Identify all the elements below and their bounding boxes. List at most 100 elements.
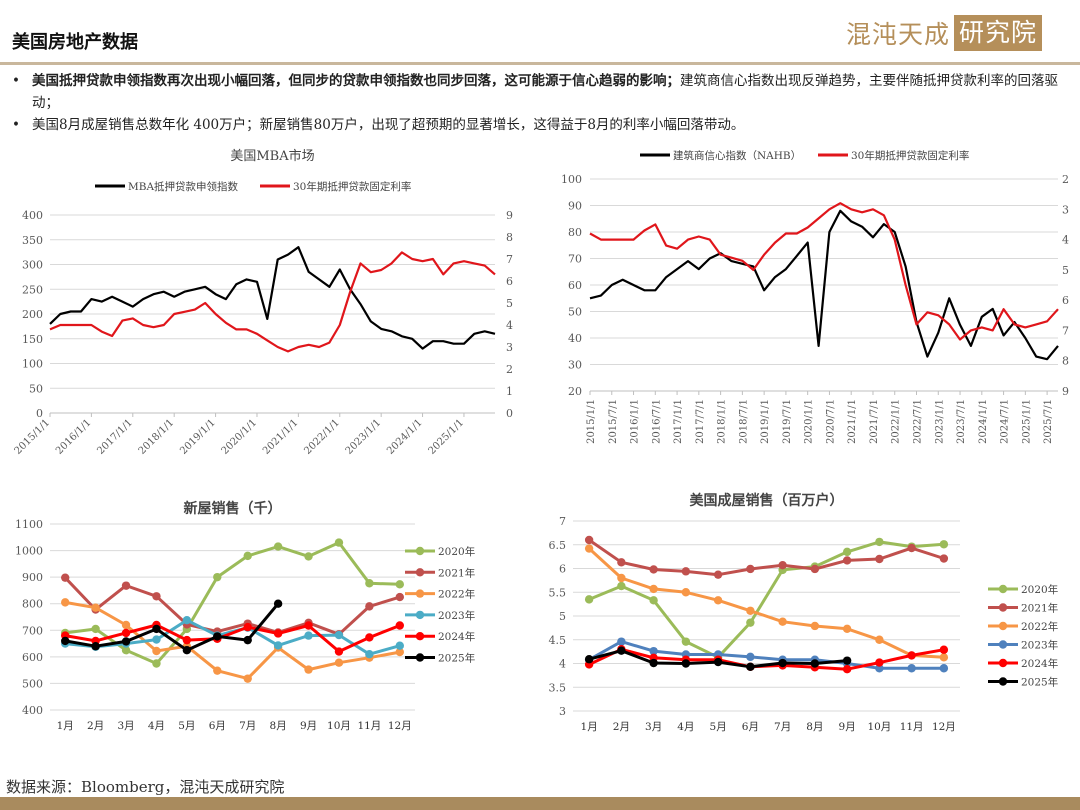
y-tick-label: 900 bbox=[22, 571, 43, 584]
y2-tick-label: 8 bbox=[506, 231, 513, 244]
data-point bbox=[365, 650, 374, 659]
legend-marker bbox=[998, 640, 1008, 649]
legend-label: 2021年 bbox=[438, 566, 475, 579]
legend-label: 2020年 bbox=[438, 545, 475, 558]
data-point bbox=[61, 573, 70, 582]
y2-tick-label: 7 bbox=[506, 253, 513, 266]
y-tick-label: 6 bbox=[559, 563, 566, 576]
data-point bbox=[91, 642, 100, 651]
legend-marker bbox=[415, 568, 425, 577]
data-point bbox=[875, 554, 884, 564]
x-tick-label: 12月 bbox=[932, 721, 956, 733]
data-point bbox=[617, 558, 626, 567]
y2-tick-label: 2 bbox=[506, 363, 513, 376]
bullet-normal-text: 美国8月成屋销售总数年化 400万户；新屋销售80万户，出现了超预期的显著增长，… bbox=[32, 117, 745, 133]
x-tick-label: 2021/1/1 bbox=[847, 399, 858, 444]
data-point bbox=[778, 617, 787, 626]
data-point bbox=[395, 580, 404, 589]
data-point bbox=[273, 641, 283, 650]
data-point bbox=[617, 637, 626, 646]
data-point bbox=[907, 651, 916, 660]
data-point bbox=[334, 538, 344, 547]
x-tick-label: 2018/1/1 bbox=[137, 417, 177, 457]
data-point bbox=[304, 552, 313, 561]
data-point bbox=[681, 567, 691, 576]
data-point bbox=[649, 658, 658, 668]
bullet-normal-text: 建筑商信心指数出现反弹趋势，主要伴随抵押贷款利率的回落驱动； bbox=[32, 73, 1058, 111]
legend-marker bbox=[415, 546, 425, 556]
data-point bbox=[875, 635, 884, 644]
x-tick-label: 10月 bbox=[327, 720, 351, 732]
data-point bbox=[273, 629, 283, 638]
y-tick-label: 100 bbox=[22, 358, 43, 371]
bullet-text: 美国抵押贷款申领指数再次出现小幅回落，但同步的贷款申领指数也同步回落，这可能源于… bbox=[32, 70, 1072, 114]
y-tick-label: 400 bbox=[22, 209, 43, 222]
data-point bbox=[939, 653, 949, 662]
y-tick-label: 3.5 bbox=[549, 681, 567, 694]
x-tick-label: 6月 bbox=[209, 720, 226, 732]
data-point bbox=[681, 637, 691, 646]
data-point bbox=[121, 628, 131, 638]
data-point bbox=[304, 621, 313, 630]
x-tick-label: 2024/7/1 bbox=[1000, 399, 1011, 444]
x-tick-label: 1月 bbox=[57, 720, 74, 732]
data-point bbox=[152, 635, 161, 644]
x-tick-label: 2017/1/1 bbox=[95, 417, 135, 457]
x-tick-label: 2019/7/1 bbox=[782, 399, 793, 444]
legend-label: 2025年 bbox=[1021, 676, 1058, 689]
y2-tick-label: 2 bbox=[1062, 173, 1069, 186]
y-tick-label: 70 bbox=[568, 253, 582, 266]
data-point bbox=[746, 564, 755, 574]
chart-title: 新屋销售（千） bbox=[184, 500, 282, 517]
data-point bbox=[243, 551, 252, 561]
x-tick-label: 2月 bbox=[87, 720, 104, 732]
y-tick-label: 50 bbox=[568, 306, 582, 319]
data-point bbox=[810, 564, 820, 574]
data-point bbox=[182, 646, 192, 655]
x-tick-label: 2021/1/1 bbox=[261, 417, 301, 457]
y2-tick-label: 9 bbox=[506, 209, 513, 222]
series-line-MBA抵押贷款申领指数 bbox=[49, 246, 496, 350]
y-tick-label: 1100 bbox=[15, 518, 43, 531]
y-tick-label: 500 bbox=[22, 677, 43, 690]
legend-marker bbox=[415, 610, 425, 620]
x-tick-label: 3月 bbox=[645, 721, 662, 733]
series-line-2021年 bbox=[588, 538, 945, 577]
legend-label: 建筑商信心指数（NAHB） bbox=[673, 149, 801, 162]
y-tick-label: 600 bbox=[22, 651, 43, 664]
y-tick-label: 100 bbox=[561, 173, 582, 186]
x-tick-label: 2022/7/1 bbox=[913, 399, 924, 444]
data-point bbox=[182, 615, 192, 625]
y-tick-label: 3 bbox=[559, 705, 566, 718]
x-tick-label: 11月 bbox=[900, 721, 924, 733]
y-tick-label: 400 bbox=[22, 704, 43, 717]
series-line-30年期抵押贷款固定利率 bbox=[49, 251, 496, 353]
legend-label: 2022年 bbox=[1021, 620, 1058, 633]
data-point bbox=[875, 537, 884, 547]
y2-tick-label: 5 bbox=[1062, 264, 1069, 277]
data-point bbox=[939, 645, 949, 654]
data-point bbox=[61, 598, 70, 607]
x-tick-label: 2022/1/1 bbox=[302, 417, 342, 457]
data-point bbox=[334, 647, 344, 656]
data-point bbox=[713, 596, 723, 605]
y2-tick-label: 6 bbox=[506, 275, 513, 288]
y-tick-label: 20 bbox=[568, 385, 582, 398]
y-tick-label: 90 bbox=[568, 200, 582, 213]
data-point bbox=[395, 621, 404, 630]
legend-label: 2024年 bbox=[438, 630, 475, 643]
x-tick-label: 2020/1/1 bbox=[220, 417, 260, 457]
series-line-2023年 bbox=[588, 640, 944, 670]
summary-bullets: • 美国抵押贷款申领指数再次出现小幅回落，但同步的贷款申领指数也同步回落，这可能… bbox=[12, 70, 1072, 136]
data-point bbox=[842, 624, 852, 634]
data-point bbox=[273, 542, 283, 551]
x-tick-label: 2024/1/1 bbox=[385, 417, 425, 457]
y-tick-label: 80 bbox=[568, 226, 582, 239]
data-point bbox=[842, 547, 852, 557]
y2-tick-label: 4 bbox=[506, 319, 513, 332]
x-tick-label: 2015/7/1 bbox=[608, 399, 619, 444]
data-point bbox=[584, 535, 594, 545]
x-tick-label: 3月 bbox=[117, 720, 134, 732]
data-source: 数据来源：Bloomberg，混沌天成研究院 bbox=[6, 778, 285, 796]
legend-label: 2022年 bbox=[438, 588, 475, 601]
